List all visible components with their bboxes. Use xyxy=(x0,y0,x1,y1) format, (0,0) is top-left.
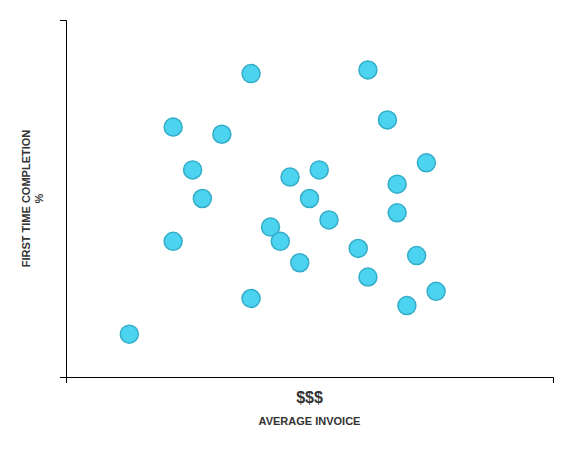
point xyxy=(359,61,377,79)
point xyxy=(359,268,377,286)
point xyxy=(291,254,309,272)
point xyxy=(378,111,396,129)
point xyxy=(427,282,445,300)
plot: $$$ AVERAGE INVOICE FIRST TIME COMPLETION% xyxy=(20,21,554,428)
point xyxy=(320,211,338,229)
point xyxy=(349,239,367,257)
point xyxy=(301,190,319,208)
point xyxy=(242,289,260,307)
axis-line xyxy=(60,21,67,378)
points xyxy=(120,61,445,343)
point xyxy=(193,190,211,208)
point xyxy=(120,325,138,343)
point xyxy=(184,161,202,179)
point xyxy=(310,161,328,179)
point xyxy=(417,154,435,172)
x-axis xyxy=(67,378,554,384)
point xyxy=(388,204,406,222)
point xyxy=(281,168,299,186)
axis-line xyxy=(67,378,554,384)
point xyxy=(408,247,426,265)
y-axis xyxy=(60,21,67,378)
x-axis-title: AVERAGE INVOICE xyxy=(259,415,361,427)
y-axis-title: FIRST TIME COMPLETION% xyxy=(20,130,45,268)
y-axis-title-line: FIRST TIME COMPLETION xyxy=(20,130,32,268)
point xyxy=(164,118,182,136)
point xyxy=(398,297,416,315)
y-axis-title-line: % xyxy=(33,193,45,203)
point xyxy=(164,232,182,250)
annotation: $$$ xyxy=(296,389,323,406)
point xyxy=(271,232,289,250)
point xyxy=(242,65,260,83)
point xyxy=(388,175,406,193)
chart: $$$ AVERAGE INVOICE FIRST TIME COMPLETION% xyxy=(0,0,577,455)
point xyxy=(213,125,231,143)
